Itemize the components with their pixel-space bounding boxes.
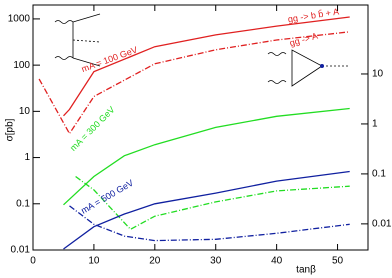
y-axis-label: σ[pb] [5, 118, 16, 141]
y-tick-label: 0.01 [11, 245, 31, 256]
series-line [63, 170, 350, 250]
annotation: gg -> A [288, 31, 318, 49]
x-tick-label: 40 [271, 256, 283, 267]
annotation: mA = 100 GeV [80, 45, 139, 75]
series-line [69, 205, 350, 242]
y2-tick-label: 1 [372, 119, 378, 130]
y2-tick-label: 0.1 [372, 169, 386, 180]
y2-tick-label: 10 [372, 69, 384, 80]
plot-frame [32, 4, 369, 251]
y2-tick-label: 0.01 [372, 219, 392, 230]
x-axis-label: tanβ [296, 265, 316, 276]
series-line [75, 175, 350, 231]
series-line [63, 107, 350, 206]
annotation: mA = 500 GeV [79, 178, 135, 216]
x-tick-label: 30 [210, 256, 222, 267]
y-tick-label: 1000 [8, 14, 31, 25]
diagram-A [267, 49, 350, 87]
series-line [38, 31, 350, 135]
annotation: mA = 300 GeV [68, 104, 117, 153]
y-tick-label: 100 [13, 60, 30, 71]
x-tick-label: 0 [30, 256, 36, 267]
x-tick-label: 10 [88, 256, 100, 267]
x-tick-label: 50 [332, 256, 344, 267]
y-tick-label: 0.1 [16, 198, 30, 209]
series-line [63, 16, 350, 117]
y-tick-label: 10 [19, 106, 31, 117]
y-tick-label: 1 [24, 152, 30, 163]
diagram-bbA [54, 13, 101, 67]
x-tick-label: 20 [149, 256, 161, 267]
